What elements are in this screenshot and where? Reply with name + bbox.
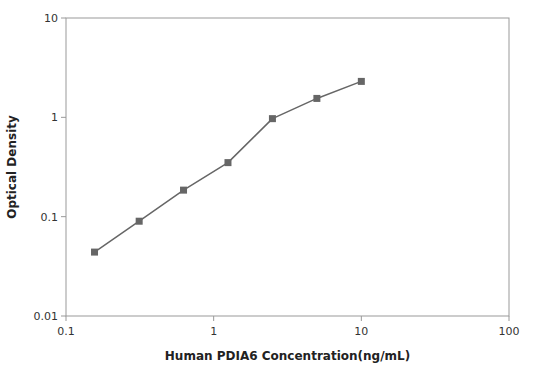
plot-area [91,78,365,256]
y-tick [61,117,66,118]
x-tick-label: 1 [210,325,217,338]
chart-svg: 0.1 1 10 100 0.01 0.1 1 10 Human PDIA6 Concentra… [0,0,533,372]
x-tick [361,316,362,321]
y-tick [61,316,66,317]
y-tick [61,18,66,19]
x-axis-title: Human PDIA6 Concentration(ng/mL) [165,349,410,363]
y-tick-label: 1 [51,111,58,124]
plot-frame [66,18,509,316]
data-line [95,81,362,252]
y-tick-label: 0.1 [41,211,59,224]
data-point [358,78,365,85]
x-tick-label: 0.1 [57,325,75,338]
x-tick [509,316,510,321]
y-tick-label: 10 [44,12,58,25]
x-tick [213,316,214,321]
data-point [224,159,231,166]
data-point [91,249,98,256]
y-axis-title: Optical Density [5,115,19,219]
data-point [180,187,187,194]
data-point [313,95,320,102]
y-tick [61,216,66,217]
chart-container: 0.1 1 10 100 0.01 0.1 1 10 Human PDIA6 Concentra… [0,0,533,372]
x-tick-label: 100 [499,325,520,338]
x-tick [66,316,67,321]
data-point [136,218,143,225]
data-point [269,115,276,122]
x-tick-label: 10 [354,325,368,338]
y-tick-label: 0.01 [34,310,59,323]
